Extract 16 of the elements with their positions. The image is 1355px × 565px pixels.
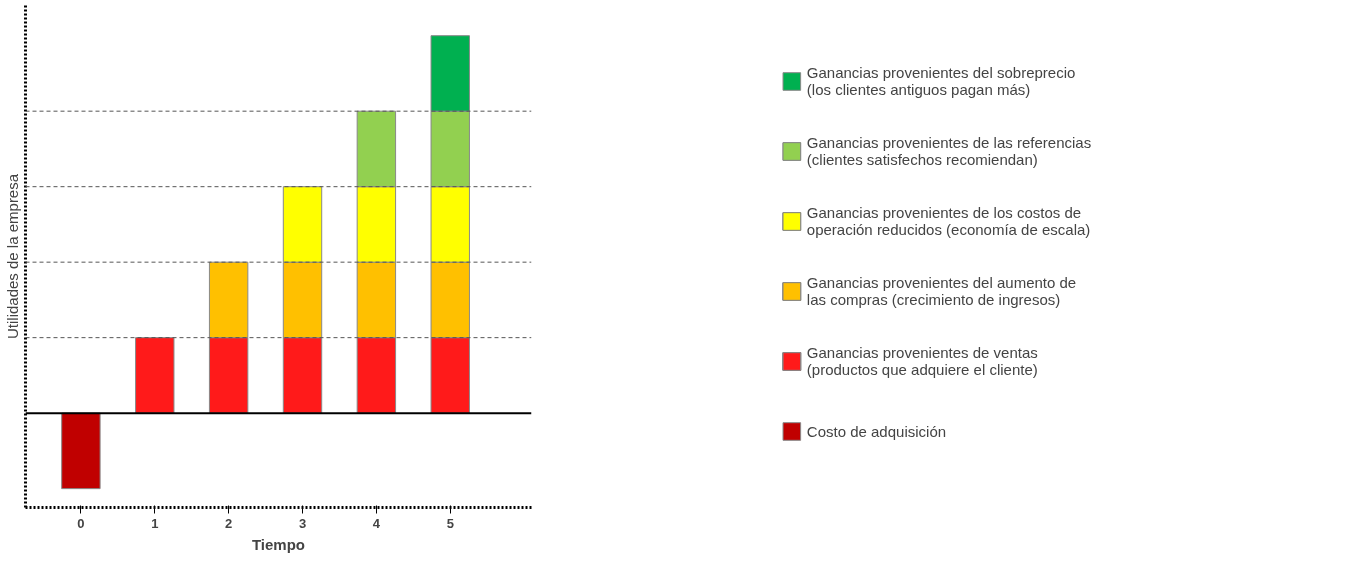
x-tick-label: 4 (372, 515, 381, 531)
legend-label: Ganancias provenientes del aumento de las compras (crecimiento de ingresos) (806, 273, 1077, 310)
x-tick-label: 2 (225, 515, 233, 531)
x-tick-label: 5 (446, 515, 454, 531)
legend-label: Ganancias provenientes de los costos de operación reducidos (economía de escala) (806, 203, 1091, 240)
x-axis-title: Tiempo (251, 535, 306, 553)
x-tick-label: 1 (151, 515, 159, 531)
x-tick-label: 0 (77, 515, 85, 531)
x-tick-label: 3 (298, 515, 307, 531)
legend-label: Ganancias provenientes del sobreprecio (los clientes antiguos pagan más) (806, 63, 1076, 100)
legend-label: Costo de adquisición (806, 421, 947, 442)
bar (135, 337, 175, 414)
legend-label: Ganancias provenientes de las referencias (clientes satisfechos recomiendan) (806, 133, 1092, 170)
bar (61, 412, 101, 490)
legend-label: Ganancias provenientes de ventas (productos que adquiere el cliente) (806, 343, 1038, 380)
y-axis-title: Utilidades de la empresa (3, 173, 21, 340)
